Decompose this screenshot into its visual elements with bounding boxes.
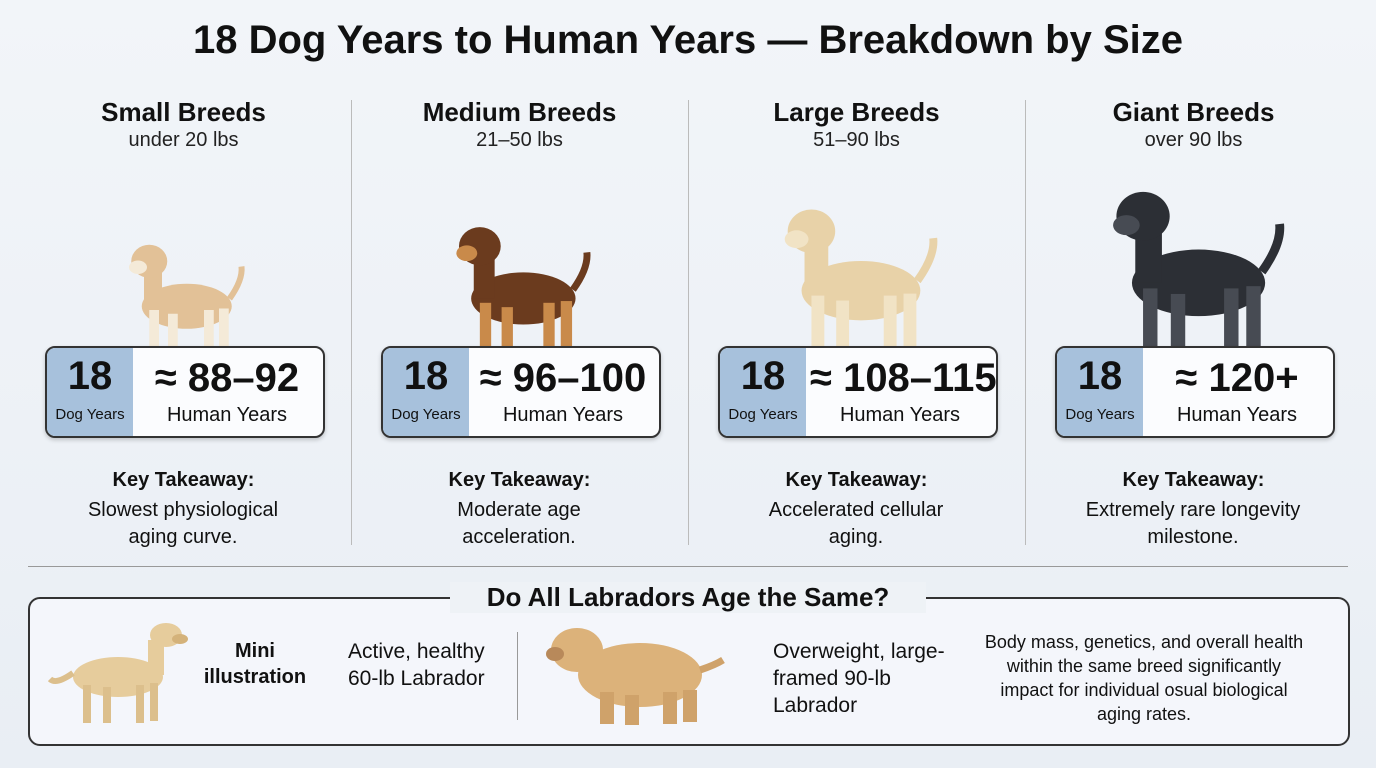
page-title: 18 Dog Years to Human Years — Breakdown … <box>192 18 1184 62</box>
dog-illustration <box>1113 191 1285 350</box>
age-box: 18 Dog Years ≈ 120+ Human Years <box>1055 346 1335 438</box>
age-box: 18 Dog Years ≈ 88–92 Human Years <box>45 346 325 438</box>
breed-column: Medium Breeds 21–50 lbs 18 Dog Years ≈ 96–1… <box>351 95 688 555</box>
human-age-label: Human Years <box>166 404 288 426</box>
takeaway-label: Key Takeaway: <box>1122 469 1265 491</box>
age-box: 18 Dog Years ≈ 96–100 Human Years <box>381 346 661 438</box>
human-age: ≈ 88–92 <box>154 356 300 400</box>
human-age-label: Human Years <box>1176 404 1298 426</box>
age-box: 18 Dog Years ≈ 108–115 Human Years <box>718 346 998 438</box>
dog-age-label: Dog Years <box>1065 406 1135 423</box>
divider <box>351 100 352 545</box>
breed-weight: 21–50 lbs <box>476 129 563 151</box>
takeaway-label: Key Takeaway: <box>112 469 255 491</box>
dog-illustration <box>456 227 591 351</box>
breed-weight: 51–90 lbs <box>813 129 900 151</box>
breed-name: Medium Breeds <box>422 97 617 127</box>
dog-age-highlight <box>1057 348 1143 436</box>
divider <box>1025 100 1026 545</box>
human-age-label: Human Years <box>839 404 961 426</box>
dog-age-label: Dog Years <box>55 406 125 423</box>
dog-age-highlight <box>720 348 806 436</box>
dog-illustration <box>129 244 245 352</box>
dog-illustration <box>546 628 725 725</box>
dog-age: 18 <box>1077 354 1123 398</box>
dog-age: 18 <box>67 354 113 398</box>
breed-weight: under 20 lbs <box>128 129 239 151</box>
dog-age-highlight <box>47 348 133 436</box>
breed-weight: over 90 lbs <box>1144 129 1243 151</box>
breed-name: Small Breeds <box>101 97 266 127</box>
human-age: ≈ 96–100 <box>479 356 647 400</box>
divider <box>28 566 1348 567</box>
dog-age-label: Dog Years <box>391 406 461 423</box>
takeaway-label: Key Takeaway: <box>448 469 591 491</box>
takeaway: Extremely rare longevity milestone. <box>1085 499 1301 548</box>
dog-age: 18 <box>740 354 786 398</box>
takeaway: Slowest physiological aging curve. <box>87 499 279 548</box>
takeaway: Moderate age acceleration. <box>457 499 581 548</box>
breed-column: Giant Breeds over 90 lbs 18 Dog Years ≈ 120… <box>1025 95 1362 555</box>
breed-column: Small Breeds under 20 lbs 18 Dog Years ≈ 88… <box>15 95 352 555</box>
dog-age-label: Dog Years <box>728 406 798 423</box>
note: Body mass, genetics, and overall health … <box>984 632 1304 724</box>
breed-column: Large Breeds 51–90 lbs 18 Dog Years ≈ 108–1… <box>688 95 1025 555</box>
human-age: ≈ 120+ <box>1175 356 1299 400</box>
dog-age: 18 <box>403 354 449 398</box>
label: Mini illustration <box>203 640 307 688</box>
takeaway: Accelerated cellular aging. <box>768 499 944 548</box>
human-age: ≈ 108–115 <box>810 356 997 400</box>
divider <box>688 100 689 545</box>
label: Active, healthy 60-lb Labrador <box>348 640 485 690</box>
human-age-label: Human Years <box>502 404 624 426</box>
breed-name: Large Breeds <box>773 97 940 127</box>
takeaway-label: Key Takeaway: <box>785 469 928 491</box>
panel-title: Do All Labradors Age the Same? <box>450 582 926 613</box>
dog-age-highlight <box>383 348 469 436</box>
dog-illustration <box>784 209 938 351</box>
label: Overweight, large-framed 90-lb Labrador <box>773 640 945 717</box>
breed-name: Giant Breeds <box>1112 97 1275 127</box>
dog-illustration <box>48 623 188 723</box>
divider <box>517 632 518 720</box>
